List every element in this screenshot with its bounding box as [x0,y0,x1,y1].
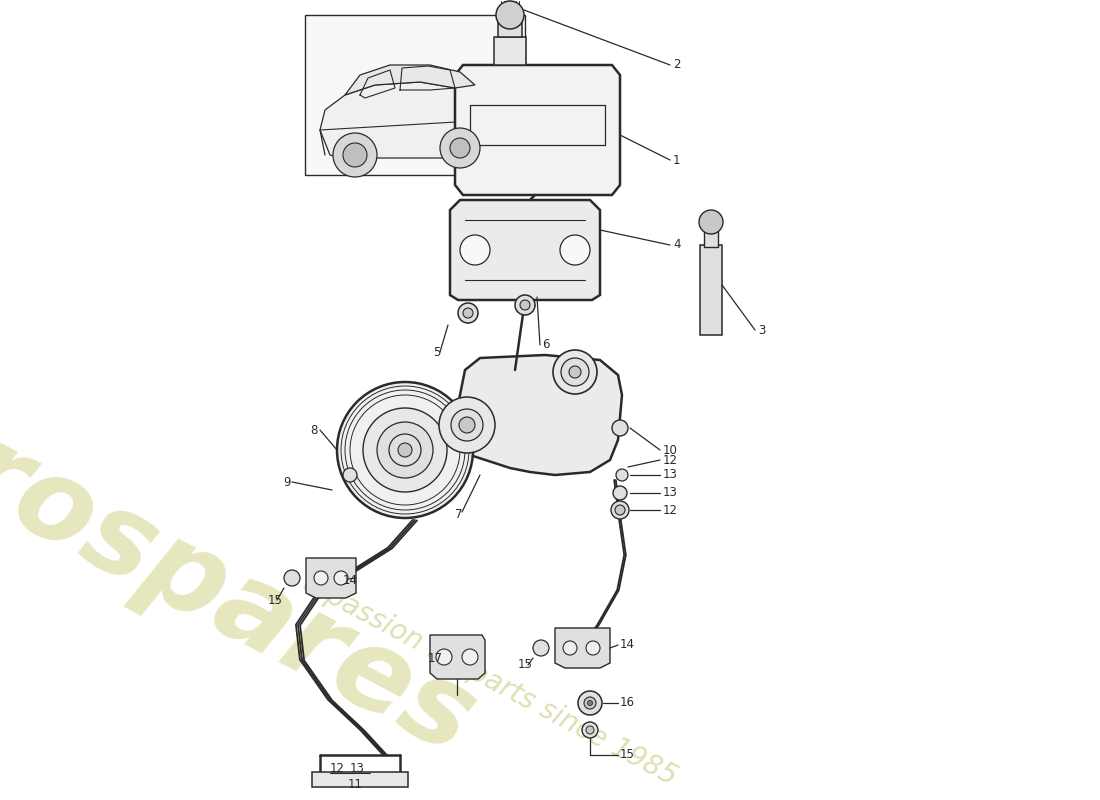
Text: 10: 10 [663,443,678,457]
Text: 13: 13 [663,486,678,499]
Circle shape [612,420,628,436]
Circle shape [451,409,483,441]
Text: 2: 2 [673,58,681,71]
Circle shape [578,691,602,715]
Text: 4: 4 [673,238,681,251]
Circle shape [333,133,377,177]
Text: eurospares: eurospares [0,342,494,778]
Circle shape [534,640,549,656]
Polygon shape [320,82,490,158]
Circle shape [560,235,590,265]
Circle shape [463,308,473,318]
Circle shape [616,469,628,481]
Text: 1: 1 [673,154,681,166]
Text: 12: 12 [663,503,678,517]
Bar [494,37,526,65]
Circle shape [377,422,433,478]
Circle shape [613,486,627,500]
Circle shape [569,366,581,378]
Circle shape [284,570,300,586]
Polygon shape [306,558,356,598]
Circle shape [561,358,588,386]
Circle shape [584,697,596,709]
Text: 16: 16 [620,697,635,710]
Polygon shape [455,65,620,195]
Text: 17: 17 [428,651,443,665]
Circle shape [610,501,629,519]
Circle shape [314,571,328,585]
Circle shape [587,701,593,706]
Circle shape [520,300,530,310]
Text: 6: 6 [542,338,550,351]
Text: a passion for parts since 1985: a passion for parts since 1985 [298,569,682,791]
Bar [312,772,408,787]
Circle shape [343,468,358,482]
Text: 15: 15 [268,594,283,606]
Circle shape [698,210,723,234]
Text: 5: 5 [433,346,440,358]
Text: 13: 13 [350,762,365,774]
Text: 15: 15 [620,749,635,762]
Circle shape [496,1,524,29]
Circle shape [458,303,478,323]
Text: 15: 15 [518,658,532,671]
Bar [704,222,718,247]
Text: 12: 12 [330,762,345,774]
Circle shape [553,350,597,394]
Circle shape [398,443,412,457]
Polygon shape [450,200,600,300]
Circle shape [439,397,495,453]
Circle shape [582,722,598,738]
Polygon shape [345,65,475,95]
Text: 11: 11 [348,778,363,790]
Circle shape [459,417,475,433]
Polygon shape [430,635,485,679]
Circle shape [615,505,625,515]
Bar [700,245,722,335]
Text: 8: 8 [310,423,318,437]
Text: 12: 12 [663,454,678,466]
Circle shape [515,295,535,315]
Circle shape [586,641,600,655]
Circle shape [563,641,578,655]
Circle shape [389,434,421,466]
Circle shape [462,649,478,665]
Circle shape [334,571,348,585]
Text: 7: 7 [455,509,462,522]
Bar [498,15,522,37]
Circle shape [343,143,367,167]
Circle shape [586,726,594,734]
Text: 14: 14 [343,574,358,586]
Circle shape [450,138,470,158]
Circle shape [436,649,452,665]
Text: 3: 3 [758,323,766,337]
Circle shape [363,408,447,492]
Circle shape [460,235,490,265]
Text: 13: 13 [663,469,678,482]
Polygon shape [458,355,621,475]
Circle shape [337,382,473,518]
Bar [305,15,525,175]
Text: 14: 14 [620,638,635,651]
Circle shape [440,128,480,168]
Polygon shape [556,628,610,668]
Text: 9: 9 [283,475,290,489]
